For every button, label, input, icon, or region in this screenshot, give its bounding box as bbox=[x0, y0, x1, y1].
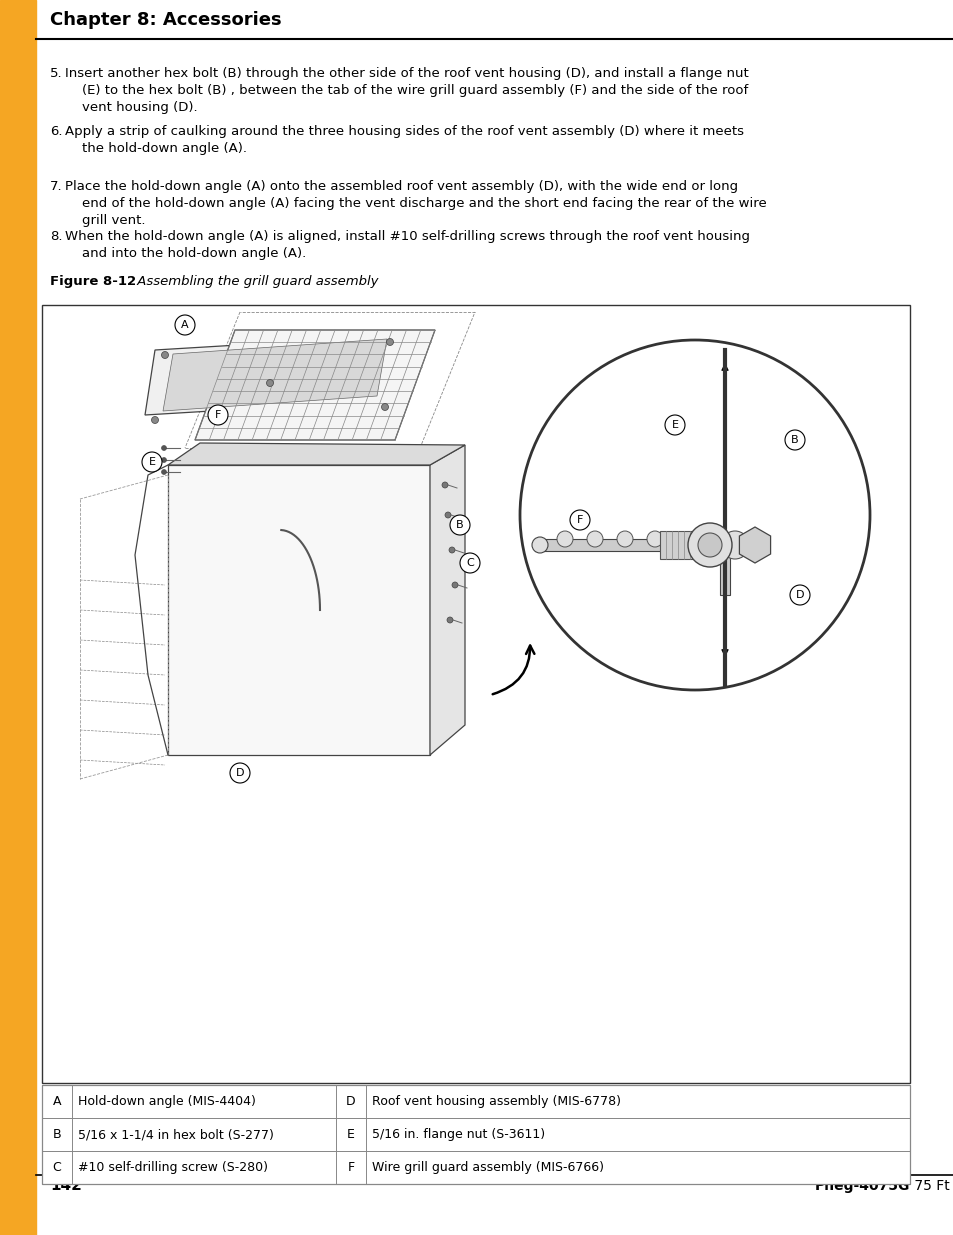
Circle shape bbox=[687, 522, 731, 567]
Text: A: A bbox=[181, 320, 189, 330]
Circle shape bbox=[646, 531, 662, 547]
Text: C: C bbox=[52, 1161, 61, 1174]
Polygon shape bbox=[720, 538, 729, 595]
Circle shape bbox=[450, 515, 470, 535]
Circle shape bbox=[789, 585, 809, 605]
Circle shape bbox=[174, 315, 194, 335]
Text: A: A bbox=[52, 1095, 61, 1108]
Polygon shape bbox=[145, 335, 405, 415]
Text: 75 Ft Diameter 40-Series Bin: 75 Ft Diameter 40-Series Bin bbox=[909, 1179, 953, 1193]
Text: Wire grill guard assembly (MIS-6766): Wire grill guard assembly (MIS-6766) bbox=[372, 1161, 603, 1174]
Circle shape bbox=[617, 531, 633, 547]
Text: 5.: 5. bbox=[50, 67, 63, 80]
Polygon shape bbox=[535, 538, 724, 551]
Polygon shape bbox=[168, 466, 430, 755]
Bar bbox=[42, 1118, 909, 1151]
Text: When the hold-down angle (A) is aligned, install #10 self-drilling screws throug: When the hold-down angle (A) is aligned,… bbox=[65, 230, 749, 261]
Circle shape bbox=[698, 534, 721, 557]
Circle shape bbox=[381, 404, 388, 410]
Text: E: E bbox=[149, 457, 155, 467]
Circle shape bbox=[152, 416, 158, 424]
Text: 6.: 6. bbox=[50, 125, 63, 138]
Bar bbox=[42, 305, 909, 1083]
Circle shape bbox=[386, 338, 393, 346]
Text: B: B bbox=[456, 520, 463, 530]
Circle shape bbox=[784, 430, 804, 450]
Text: F: F bbox=[577, 515, 582, 525]
Circle shape bbox=[720, 531, 748, 559]
Circle shape bbox=[161, 446, 167, 451]
Text: Pneg-4075G: Pneg-4075G bbox=[814, 1179, 909, 1193]
Circle shape bbox=[569, 510, 589, 530]
Text: Insert another hex bolt (B) through the other side of the roof vent housing (D),: Insert another hex bolt (B) through the … bbox=[65, 67, 748, 114]
Circle shape bbox=[161, 352, 169, 358]
Circle shape bbox=[142, 452, 162, 472]
Polygon shape bbox=[194, 330, 435, 440]
Text: D: D bbox=[795, 590, 803, 600]
Circle shape bbox=[161, 457, 167, 462]
Text: F: F bbox=[347, 1161, 355, 1174]
Text: Assembling the grill guard assembly: Assembling the grill guard assembly bbox=[132, 275, 378, 288]
Text: D: D bbox=[346, 1095, 355, 1108]
Text: D: D bbox=[235, 768, 244, 778]
Polygon shape bbox=[739, 527, 770, 563]
Circle shape bbox=[532, 537, 547, 553]
Circle shape bbox=[449, 547, 455, 553]
Polygon shape bbox=[163, 338, 387, 411]
Text: #10 self-drilling screw (S-280): #10 self-drilling screw (S-280) bbox=[78, 1161, 268, 1174]
Text: B: B bbox=[52, 1128, 61, 1141]
Circle shape bbox=[586, 531, 602, 547]
Bar bbox=[42, 1086, 909, 1118]
Text: Place the hold-down angle (A) onto the assembled roof vent assembly (D), with th: Place the hold-down angle (A) onto the a… bbox=[65, 180, 766, 227]
Text: 5/16 in. flange nut (S-3611): 5/16 in. flange nut (S-3611) bbox=[372, 1128, 544, 1141]
Bar bbox=[659, 531, 704, 559]
Text: 142: 142 bbox=[50, 1178, 82, 1193]
Circle shape bbox=[230, 763, 250, 783]
Polygon shape bbox=[430, 445, 464, 755]
Text: Hold-down angle (MIS-4404): Hold-down angle (MIS-4404) bbox=[78, 1095, 255, 1108]
Text: C: C bbox=[466, 558, 474, 568]
Text: E: E bbox=[671, 420, 678, 430]
Circle shape bbox=[161, 469, 167, 474]
Text: 8.: 8. bbox=[50, 230, 63, 243]
Polygon shape bbox=[168, 443, 464, 466]
Circle shape bbox=[664, 415, 684, 435]
Text: Figure 8-12: Figure 8-12 bbox=[50, 275, 136, 288]
Text: E: E bbox=[347, 1128, 355, 1141]
Text: Roof vent housing assembly (MIS-6778): Roof vent housing assembly (MIS-6778) bbox=[372, 1095, 620, 1108]
Circle shape bbox=[557, 531, 573, 547]
Circle shape bbox=[452, 582, 457, 588]
Bar bbox=[42, 1151, 909, 1184]
Circle shape bbox=[208, 405, 228, 425]
Text: 7.: 7. bbox=[50, 180, 63, 193]
Circle shape bbox=[447, 618, 453, 622]
Text: Chapter 8: Accessories: Chapter 8: Accessories bbox=[50, 11, 281, 28]
Circle shape bbox=[459, 553, 479, 573]
Bar bbox=[42, 1086, 909, 1184]
Circle shape bbox=[441, 482, 448, 488]
Bar bbox=[0, 0, 36, 1235]
FancyArrowPatch shape bbox=[492, 646, 534, 694]
Text: 5/16 x 1-1/4 in hex bolt (S-277): 5/16 x 1-1/4 in hex bolt (S-277) bbox=[78, 1128, 274, 1141]
Text: Apply a strip of caulking around the three housing sides of the roof vent assemb: Apply a strip of caulking around the thr… bbox=[65, 125, 743, 156]
Text: B: B bbox=[790, 435, 798, 445]
Circle shape bbox=[444, 513, 451, 517]
Text: F: F bbox=[214, 410, 221, 420]
Circle shape bbox=[266, 379, 274, 387]
